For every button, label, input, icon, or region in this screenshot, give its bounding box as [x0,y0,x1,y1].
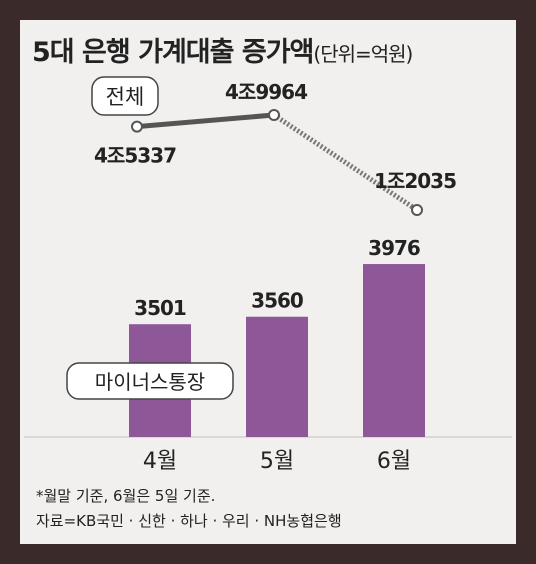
chart-card: 5대 은행 가계대출 증가액(단위=억원) 3501 3560 3976 4조533… [20,20,516,544]
footnote-source: 자료=KB국민 · 신한 · 하나 · 우리 · NH농협은행 [36,512,342,530]
total-value-label: 1조2035 [374,169,456,193]
x-tick-label: 5월 [260,449,294,474]
bar-5월 [246,316,308,437]
total-point-4월 [131,120,143,133]
title-text: 5대 은행 가계대출 증가액 [32,37,314,68]
x-tick-label: 6월 [377,449,411,474]
x-tick-label: 4월 [143,449,177,474]
legend-minus-box [66,362,234,400]
total-point-6월 [411,204,423,216]
chart-title: 5대 은행 가계대출 증가액(단위=억원) [32,30,413,69]
unit-label: (단위=억원) [313,42,413,66]
total-value-label: 4조9964 [225,80,307,104]
legend-total-box [91,76,159,116]
bar-6월 [363,264,425,437]
total-point-5월 [268,109,280,121]
bar-value-label: 3976 [368,236,420,260]
chart-area: 3501 3560 3976 4조5337 4조9964 1조2035 전체마이너스통장… [24,76,512,474]
total-value-label: 4조5337 [94,144,176,168]
total-line-dotted [272,112,419,213]
bar-value-label: 3501 [134,296,186,320]
legend-total-label: 전체 [106,85,145,109]
footnote-basis: *월말 기준, 6월은 5일 기준. [36,487,216,505]
bar-value-label: 3560 [251,289,303,313]
total-line-solid [136,112,275,130]
legend-minus-label: 마이너스통장 [95,370,205,394]
footnote: *월말 기준, 6월은 5일 기준. 자료=KB국민 · 신한 · 하나 · 우… [36,484,342,534]
